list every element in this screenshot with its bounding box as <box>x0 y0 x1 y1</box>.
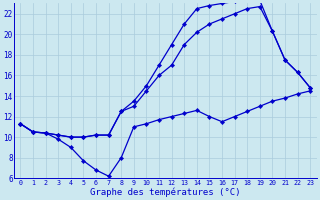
X-axis label: Graphe des températures (°C): Graphe des températures (°C) <box>90 187 241 197</box>
